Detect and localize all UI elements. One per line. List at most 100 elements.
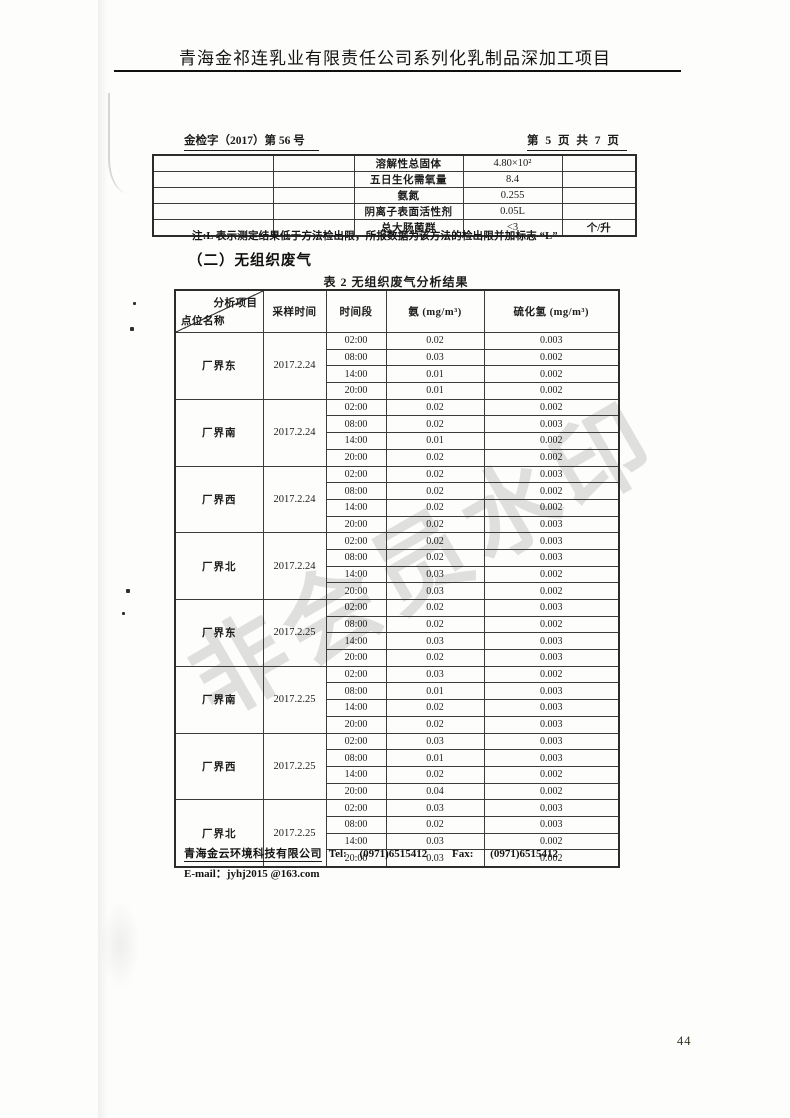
hydrogen-sulfide-value-cell: 0.003 [483, 415, 620, 434]
hydrogen-sulfide-value-cell: 0.003 [483, 815, 620, 834]
document-title: 青海金祁连乳业有限责任公司系列化乳制品深加工项目 [179, 49, 611, 68]
measurement-row: 14:00 0.03 0.002 [175, 565, 620, 584]
empty-cell [152, 203, 274, 220]
empty-cell [152, 154, 274, 172]
empty-cell [152, 187, 274, 204]
ammonia-value-cell: 0.01 [385, 682, 485, 701]
time-slot-cell: 20:00 [325, 515, 387, 534]
contact-line: 青海金云环境科技有限公司 Tel: (0971)6515412 Fax: (09… [184, 845, 558, 862]
email-line: E-mail：jyhj2015 @163.com [184, 865, 558, 881]
measurement-row: 厂界北 2017.2.24 02:00 0.02 0.003 [174, 532, 620, 600]
measurement-row: 14:00 0.02 0.002 [175, 498, 620, 517]
time-slot-cell: 08:00 [325, 482, 387, 500]
time-slot-cell: 20:00 [325, 649, 387, 667]
section-heading: （二）无组织废气 [188, 253, 312, 269]
hydrogen-sulfide-value-cell: 0.003 [483, 715, 620, 734]
top-table-row: 五日生化需氧量 8.4 [152, 171, 637, 188]
ammonia-value-cell: 0.03 [385, 582, 485, 600]
time-slot-cell: 08:00 [325, 348, 387, 367]
hydrogen-sulfide-value-cell: 0.003 [483, 465, 620, 484]
hydrogen-sulfide-value-cell: 0.002 [483, 849, 620, 868]
measurement-row: 厂界东 2017.2.25 02:00 0.02 0.003 [174, 599, 620, 667]
site-name-cell: 厂界西 [174, 465, 264, 534]
hydrogen-sulfide-value-cell: 0.002 [483, 365, 620, 384]
ammonia-value-cell: 0.02 [385, 765, 485, 784]
top-table-row: 氨氮 0.255 [152, 187, 637, 204]
email-address: jyhj2015 @163.com [226, 868, 320, 880]
time-slot-cell: 02:00 [325, 398, 387, 417]
hydrogen-sulfide-value-cell: 0.003 [483, 699, 620, 717]
sampling-date-cell: 2017.2.25 [262, 732, 327, 801]
email-label: E-mail： [184, 868, 227, 880]
time-slot-cell: 08:00 [325, 749, 387, 767]
parameter-unit [561, 203, 637, 220]
parameter-unit [561, 187, 637, 204]
hydrogen-sulfide-value-cell: 0.003 [483, 515, 620, 534]
sampling-date-cell: 2017.2.25 [262, 665, 327, 734]
hydrogen-sulfide-value-cell: 0.003 [483, 548, 620, 567]
time-slot-cell: 20:00 [325, 382, 387, 400]
time-slot-cell: 20:00 [325, 448, 387, 467]
lab-contact-block: 青海金云环境科技有限公司 Tel: (0971)6515412 Fax: (09… [184, 845, 558, 881]
parameter-value: 0.255 [462, 187, 563, 204]
hydrogen-sulfide-value-cell: 0.003 [483, 732, 620, 751]
measurement-row: 08:00 0.02 0.003 [175, 815, 620, 834]
table-header-row: 分析项目 点位名称 采样时间 时间段 氨 (mg/m³) 硫化氢 (mg/m³) [174, 289, 620, 333]
time-slot-cell: 14:00 [325, 565, 387, 584]
sampling-date-cell: 2017.2.24 [262, 398, 327, 467]
time-slot-cell: 14:00 [325, 365, 387, 384]
corner-label-analysis-item: 分析项目 [213, 298, 258, 309]
time-slot-cell: 08:00 [325, 615, 387, 634]
hydrogen-sulfide-value-cell: 0.003 [483, 682, 620, 701]
hydrogen-sulfide-value-cell: 0.002 [483, 782, 620, 801]
ammonia-value-cell: 0.02 [385, 699, 485, 717]
hydrogen-sulfide-value-cell: 0.003 [483, 632, 620, 651]
document-number: 金检字（2017）第 56 号 [184, 132, 319, 151]
column-header-time-slot: 时间段 [325, 289, 387, 333]
ammonia-value-cell: 0.02 [385, 649, 485, 667]
hydrogen-sulfide-value-cell: 0.002 [483, 565, 620, 584]
time-slot-cell: 02:00 [325, 332, 387, 350]
scan-speck [133, 302, 136, 305]
tel-label: Tel: [328, 848, 347, 860]
site-name-cell: 厂界东 [174, 332, 264, 400]
measurement-row: 08:00 0.02 0.003 [175, 415, 620, 434]
ammonia-value-cell: 0.03 [385, 732, 485, 751]
ammonia-value-cell: 0.02 [385, 515, 485, 534]
time-slot-cell: 14:00 [325, 765, 387, 784]
measurement-row: 14:00 0.01 0.002 [175, 432, 620, 450]
hydrogen-sulfide-value-cell: 0.002 [483, 765, 620, 784]
column-header-sampling-time: 采样时间 [262, 289, 327, 333]
site-name-cell: 厂界南 [174, 398, 264, 467]
scan-edge-shadow [98, 0, 108, 1118]
main-table-body: 厂界东 2017.2.24 02:00 0.02 0.003 08:00 0.03 0.002… [174, 332, 620, 868]
ammonia-value-cell: 0.03 [385, 799, 485, 817]
parameter-name: 总大肠菌群 [353, 219, 464, 237]
hydrogen-sulfide-value-cell: 0.002 [483, 498, 620, 517]
ammonia-value-cell: 0.02 [385, 448, 485, 467]
time-slot-cell: 02:00 [325, 799, 387, 817]
ammonia-value-cell: 0.02 [385, 548, 485, 567]
ammonia-value-cell: 0.01 [385, 382, 485, 400]
hydrogen-sulfide-value-cell: 0.003 [483, 799, 620, 817]
parameter-value: 0.05L [462, 203, 563, 220]
measurement-row: 08:00 0.01 0.003 [175, 749, 620, 767]
scan-speck [122, 612, 125, 615]
hydrogen-sulfide-value-cell: 0.002 [483, 448, 620, 467]
measurement-row: 厂界西 2017.2.25 02:00 0.03 0.003 [174, 732, 620, 801]
measurement-row: 厂界南 2017.2.24 02:00 0.02 0.002 [174, 398, 620, 467]
hydrogen-sulfide-value-cell: 0.002 [483, 665, 620, 684]
detection-limit-note: 注:L 表示测定结果低于方法检出限，所报数据为该方法的检出限并加标志 “L” [192, 231, 558, 242]
measurement-row: 08:00 0.02 0.002 [175, 482, 620, 500]
sampling-date-cell: 2017.2.24 [262, 332, 327, 400]
ammonia-value-cell: 0.02 [385, 398, 485, 417]
hydrogen-sulfide-value-cell: 0.002 [483, 582, 620, 600]
parameter-name: 氨氮 [353, 187, 464, 204]
column-header-ammonia: 氨 (mg/m³) [385, 289, 485, 333]
sampling-date-cell: 2017.2.24 [262, 465, 327, 534]
fax-number: (0971)6515412 [490, 848, 558, 860]
ammonia-value-cell: 0.02 [385, 332, 485, 350]
top-table-row: 溶解性总固体 4.80×10² [152, 154, 637, 172]
empty-cell [272, 203, 355, 220]
